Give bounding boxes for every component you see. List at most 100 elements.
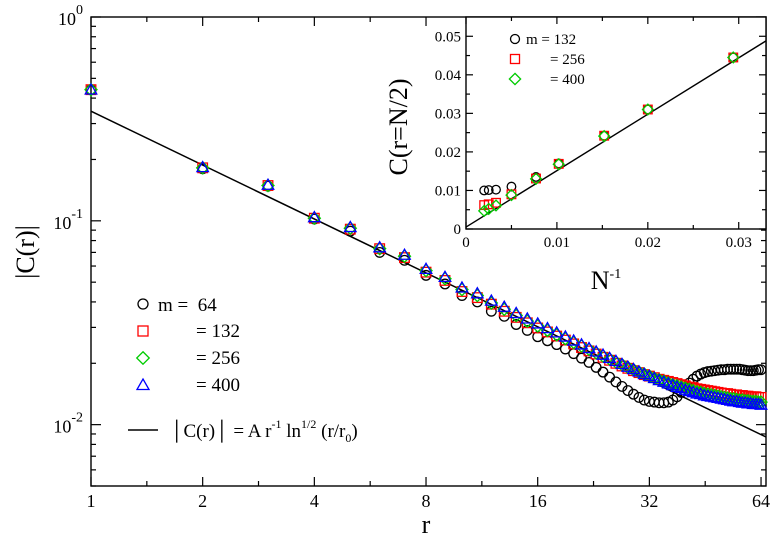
y-tick-label: 10-2 [53,411,83,437]
fit-formula-part: │C(r)│ = A r [170,419,272,443]
data-point [717,392,732,405]
data-point [596,347,610,360]
inset-x-tick-label: 0.02 [635,235,661,251]
inset-data-point [506,181,517,192]
data-point [520,311,535,324]
inset-data-point [491,184,501,195]
data-point [197,162,209,174]
inset-data-point [477,204,491,218]
inset-x-tick-label: 0 [462,235,470,251]
data-point [604,371,616,383]
inset-legend-label-m400: = 400 [550,72,585,88]
data-point [497,299,512,312]
data-point [729,394,744,407]
inset-data-point [479,185,490,196]
inset-plot-frame [465,16,767,230]
data-point [484,293,499,306]
x-tick-label: 16 [529,491,547,511]
data-point [728,363,740,375]
data-point [574,339,589,353]
inset-data-point [483,185,494,196]
data-point [455,282,469,297]
inset-data-point [641,103,655,116]
data-point [521,324,533,336]
inset-series-m-400 [477,51,740,218]
data-point [632,364,646,377]
data-point [633,391,645,403]
inset-legend: m = 132 = 256 = 400 [508,32,585,88]
data-point [725,363,737,375]
data-point [682,384,697,397]
legend-label-m256: = 256 [196,348,240,369]
main-y-axis-label: |C(r)| [11,225,40,279]
inset-y-tick-label: 0.02 [435,145,461,161]
x-tick-label: 8 [422,491,431,511]
x-tick-label: 64 [752,491,770,511]
data-point [620,359,635,372]
data-point [702,366,714,378]
data-point [590,361,602,373]
inset-x-tick-label: 0.03 [726,235,752,251]
main-legend-markers [135,298,151,391]
data-point [455,280,469,293]
data-point [707,390,722,403]
inset-data-point [491,197,501,208]
legend-marker [135,377,151,391]
inset-legend-marker [508,72,522,86]
inset-y-tick-label: 0.05 [435,29,461,45]
data-point [261,178,275,193]
legend-label-m64: m = 64 [158,295,217,316]
data-point [470,286,485,299]
data-point [420,269,432,281]
inset-data-point [483,199,494,210]
fit-formula-part: ln [282,421,302,442]
data-point [582,341,596,354]
inset-y-tick-label: 0.04 [435,68,462,84]
inset-data-point [552,157,566,171]
x-tick-label: 2 [198,491,207,511]
data-point [626,362,641,375]
data-point [372,241,387,256]
inset-data-point [597,129,611,143]
inset-axis-ticks: 0 0.01 0.02 0.03 0 0.01 0.02 0.03 0.04 0.05 [435,17,766,251]
data-point [438,269,452,282]
data-point [509,306,524,319]
data-point [261,177,275,190]
inset-x-axis-label-exponent: -1 [610,267,622,282]
data-point [558,329,573,342]
data-point [574,337,589,350]
legend-marker [137,325,149,337]
y-tick-label: 100 [58,3,83,29]
data-point [372,240,387,253]
data-point [751,397,766,410]
data-point [597,366,609,378]
inset-legend-label-m256: = 256 [550,52,585,68]
main-plot-frame [90,16,767,487]
x-tick-label: 32 [640,491,658,511]
inset-plot-background [466,17,766,229]
data-point [419,261,433,275]
data-point [742,365,754,377]
data-point [438,271,452,286]
inset-legend-marker [509,33,521,45]
data-point [582,342,596,357]
data-point [711,391,725,404]
inset-y-axis-label: C(r=N/2) [384,79,413,176]
data-point [84,82,98,97]
data-point [628,388,639,400]
data-point [583,356,595,368]
inset-x-tick-label: 0.01 [544,235,570,251]
data-point [540,321,555,334]
y-tick-label-exponent: 0 [76,3,83,18]
data-point [670,379,684,392]
y-tick-label-base: 10 [58,9,76,29]
legend-label-m400: = 400 [196,375,240,396]
fit-formula-superscript: -1 [272,417,282,431]
data-point [686,385,701,398]
legend-marker [135,350,151,366]
data-point [84,82,98,95]
data-point [609,354,623,367]
data-point [485,305,497,317]
data-point [638,394,650,406]
